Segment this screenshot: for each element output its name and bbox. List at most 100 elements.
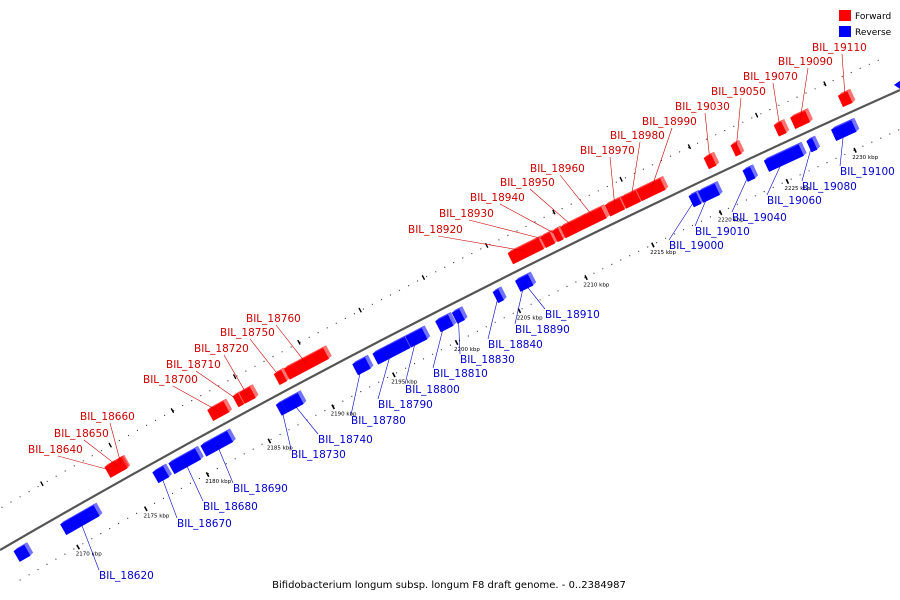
guide-dot (37, 485, 39, 488)
guide-dot (624, 177, 627, 179)
gene-label: BIL_18760 (246, 313, 301, 325)
guide-dot (682, 229, 685, 231)
scale-tick (584, 274, 588, 281)
gene-leader-line (487, 296, 499, 340)
guide-dot (100, 450, 102, 452)
guide-dot (552, 212, 554, 214)
guide-dot (46, 480, 48, 482)
gene-leader-line (83, 439, 119, 467)
gene-feature-side (297, 390, 307, 404)
gene-feature-top (703, 151, 715, 159)
gene-leader-line (694, 193, 710, 227)
guide-dot (480, 248, 482, 250)
gene-feature-top (698, 181, 718, 192)
gene-feature (790, 110, 811, 130)
guide-dot (706, 138, 708, 140)
guide-dot (781, 182, 783, 184)
gene-leader-line (377, 350, 392, 400)
gene-label: BIL_18670 (177, 518, 232, 530)
gene-feature-top (621, 187, 639, 198)
gene-feature-top (552, 225, 561, 232)
gene-leader-line (79, 520, 100, 571)
guide-dot (326, 327, 328, 329)
gene-feature-side (281, 367, 290, 381)
guide-dot (606, 185, 608, 188)
scale-tick (421, 274, 426, 281)
scale-tick (754, 112, 759, 118)
guide-dot (871, 141, 873, 143)
guide-dot (859, 67, 861, 69)
guide-dot (19, 496, 21, 498)
scale-tick (718, 210, 723, 216)
gene-feature (405, 328, 428, 348)
gene-feature (281, 392, 304, 413)
scale-tick-label: 2195 kbp (391, 380, 417, 386)
guide-dot (136, 429, 139, 431)
guide-dot (691, 224, 694, 227)
scale-tick (205, 471, 210, 478)
gene-feature-side (711, 151, 720, 166)
guide-dot (55, 558, 57, 560)
guide-dot (808, 170, 810, 172)
gene-leader-line (668, 199, 696, 241)
gene-features (13, 80, 900, 562)
guide-dot (369, 386, 371, 388)
gene-leader-line (223, 354, 248, 396)
gene-label: BIL_18840 (488, 339, 543, 351)
scale-tick-label: 2210 kbp (583, 282, 609, 288)
guide-dot (317, 332, 319, 334)
guide-dot (225, 463, 227, 465)
gene-leader-line (524, 282, 546, 310)
guide-dot (344, 317, 346, 319)
gene-feature-side (847, 88, 856, 103)
gene-leader-line (109, 422, 122, 465)
gene-feature (168, 448, 202, 475)
guide-dot (440, 349, 442, 351)
guide-dot (351, 395, 353, 397)
guide-dot (877, 59, 879, 61)
gene-feature (13, 544, 31, 562)
scale-tick (454, 339, 459, 346)
scale-tick-label: 2190 kbp (331, 411, 357, 417)
guide-dot (263, 360, 265, 362)
guide-dot (754, 195, 756, 197)
guide-dot (471, 252, 473, 255)
guide-dot (745, 199, 747, 201)
scale-tick (143, 506, 148, 512)
guide-dot (498, 239, 500, 241)
guide-dot (516, 230, 518, 232)
guide-dot (674, 233, 676, 235)
gene-feature-side (447, 312, 457, 326)
guide-dot (100, 533, 102, 535)
guide-dot (787, 100, 789, 102)
guide-dot (700, 220, 703, 222)
guide-dot (109, 528, 111, 530)
guide-dot (118, 439, 120, 442)
legend-reverse-swatch (839, 26, 851, 37)
gene-feature (507, 237, 545, 265)
gene-feature-side (223, 398, 233, 413)
guide-dot (154, 502, 156, 504)
guide-dot (709, 216, 712, 218)
guide-dot (1, 506, 3, 508)
gene-label: BIL_18620 (99, 570, 154, 582)
scale-tick (76, 544, 81, 550)
scale-tick (331, 404, 335, 410)
gene-label: BIL_18660 (80, 411, 135, 423)
guide-dot (620, 259, 622, 261)
guide-dot (371, 303, 373, 305)
guide-dot (566, 285, 568, 287)
guide-dot (28, 574, 30, 576)
gene-label: BIL_18980 (610, 130, 665, 142)
guide-dot (422, 358, 425, 360)
guide-dot (727, 207, 730, 209)
guide-dot (127, 434, 130, 437)
gene-feature (806, 138, 818, 153)
gene-leader-line (292, 402, 319, 435)
guide-dot (279, 433, 281, 436)
guide-dot (180, 487, 182, 489)
gene-leader-line (799, 67, 809, 120)
guide-dot (254, 365, 256, 367)
scale-tick (823, 81, 827, 87)
guide-dot (868, 63, 870, 65)
